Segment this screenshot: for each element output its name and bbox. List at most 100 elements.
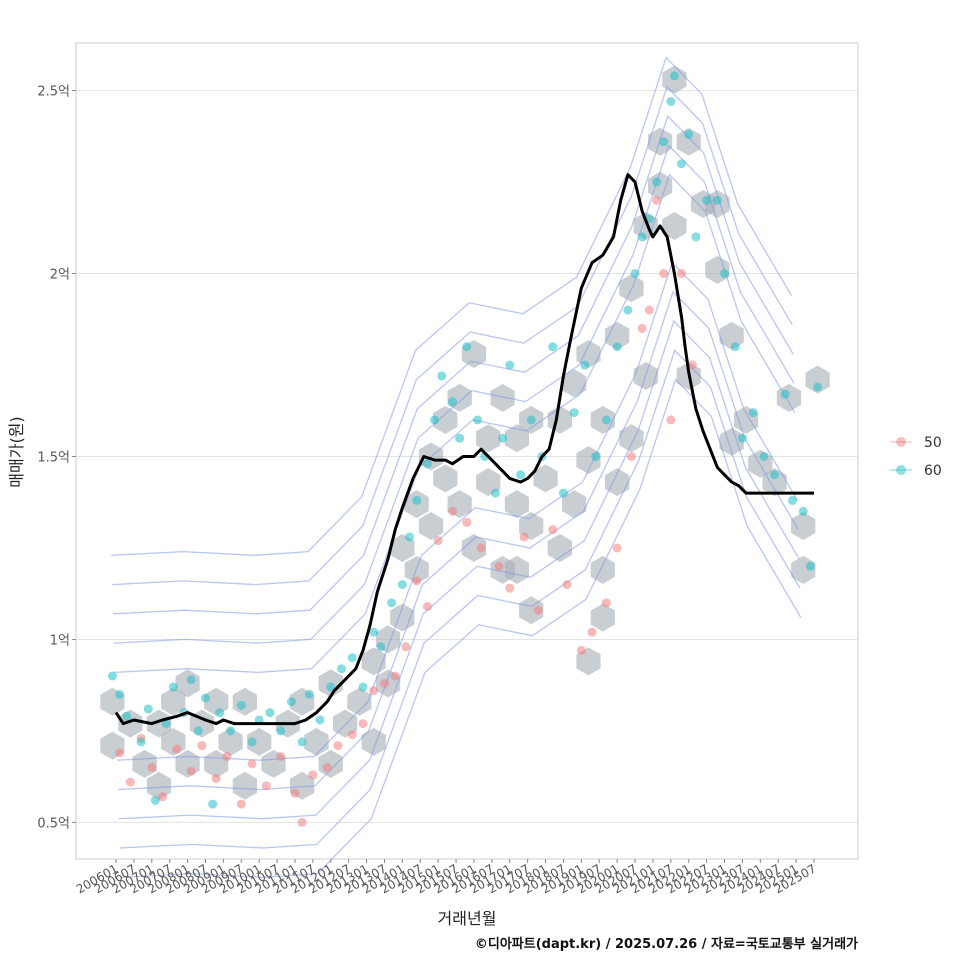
point-60 [462, 342, 472, 352]
point-50 [462, 517, 472, 527]
point-50 [644, 305, 654, 315]
point-50 [211, 773, 221, 783]
point-60 [580, 360, 590, 370]
point-60 [770, 470, 780, 480]
point-50 [666, 415, 676, 425]
point-50 [447, 506, 457, 516]
point-60 [347, 653, 357, 663]
point-60 [376, 642, 386, 652]
point-60 [265, 708, 275, 718]
point-60 [473, 415, 483, 425]
legend-label-50: 50 [924, 435, 942, 451]
point-60 [623, 305, 633, 315]
point-60 [236, 700, 246, 710]
point-60 [315, 715, 325, 725]
point-50 [236, 799, 246, 809]
gridlines [76, 90, 858, 823]
hexbin-cell [161, 687, 186, 716]
legend-key-50 [896, 437, 906, 447]
point-50 [379, 678, 389, 688]
hexbin-cell [805, 365, 830, 394]
point-60 [200, 693, 210, 703]
point-60 [115, 689, 125, 699]
point-50 [601, 598, 611, 608]
point-60 [691, 232, 701, 242]
point-50 [158, 792, 168, 802]
point-60 [405, 532, 415, 542]
point-60 [412, 495, 422, 505]
point-60 [215, 708, 225, 718]
point-60 [548, 342, 558, 352]
density-contour [120, 378, 802, 878]
y-tick-label: 0.5억 [37, 816, 70, 831]
caption: ©디아파트(dapt.kr) / 2025.07.26 / 자료=국토교통부 실… [475, 936, 858, 952]
x-axis-title: 거래년월 [438, 909, 497, 928]
point-50 [652, 195, 662, 205]
density-contours [111, 56, 802, 878]
point-60 [369, 627, 379, 637]
point-60 [720, 269, 730, 279]
point-60 [247, 737, 257, 747]
point-60 [659, 137, 669, 147]
density-contour [119, 349, 801, 849]
hexbin-cell [461, 534, 487, 562]
point-60 [798, 506, 808, 516]
hexbin-cell [547, 534, 572, 562]
point-50 [358, 719, 368, 729]
point-50 [290, 788, 300, 798]
point-50 [125, 777, 135, 787]
hexbin-cell [562, 490, 587, 519]
density-contour [114, 173, 796, 674]
point-50 [637, 323, 647, 333]
point-60 [601, 415, 611, 425]
point-50 [347, 730, 357, 740]
y-axis-title: 매매가(원) [7, 416, 26, 487]
y-axis-ticks: 0.5억 1억 1.5억 2억 2.5억 [37, 85, 76, 831]
density-contour [112, 85, 793, 586]
y-tick-label: 1억 [50, 633, 70, 648]
trend-line [114, 173, 814, 726]
point-60 [304, 689, 314, 699]
point-50 [333, 741, 343, 751]
point-60 [813, 382, 823, 392]
point-60 [805, 561, 815, 571]
point-60 [437, 371, 447, 381]
point-60 [455, 433, 465, 443]
point-50 [115, 748, 125, 758]
hexbin-cell [146, 771, 172, 800]
hexbin-cell [247, 727, 272, 756]
y-tick-label: 1.5억 [37, 450, 70, 465]
point-50 [147, 763, 157, 773]
point-50 [247, 759, 257, 769]
hexbin-cell [605, 468, 630, 497]
hexbin-cell [662, 212, 687, 240]
point-60 [780, 389, 790, 399]
point-60 [637, 232, 647, 242]
point-50 [433, 536, 443, 546]
legend-entry-50[interactable]: 50 [890, 435, 942, 451]
point-60 [515, 470, 525, 480]
y-tick-label: 2억 [50, 268, 70, 283]
legend-entry-60[interactable]: 60 [890, 463, 942, 479]
x-axis-ticks: 2006012006072007012007072008012008072009… [74, 859, 819, 897]
point-60 [652, 177, 662, 187]
point-60 [387, 598, 397, 608]
point-60 [526, 415, 536, 425]
point-60 [748, 408, 758, 418]
point-60 [737, 433, 747, 443]
hexbin-cell [605, 321, 630, 350]
hexbin-cell [504, 490, 529, 519]
hexbin-cell [719, 321, 744, 350]
point-60 [107, 671, 117, 681]
point-60 [186, 675, 196, 685]
point-60 [569, 408, 579, 418]
hexbin-cell [590, 603, 615, 632]
point-60 [136, 737, 146, 747]
hexbin-cell [433, 464, 458, 493]
point-60 [337, 664, 347, 674]
point-50 [505, 583, 515, 593]
hexbin-cell [146, 709, 172, 738]
hexbin-cell [791, 512, 816, 540]
point-60 [276, 726, 286, 736]
